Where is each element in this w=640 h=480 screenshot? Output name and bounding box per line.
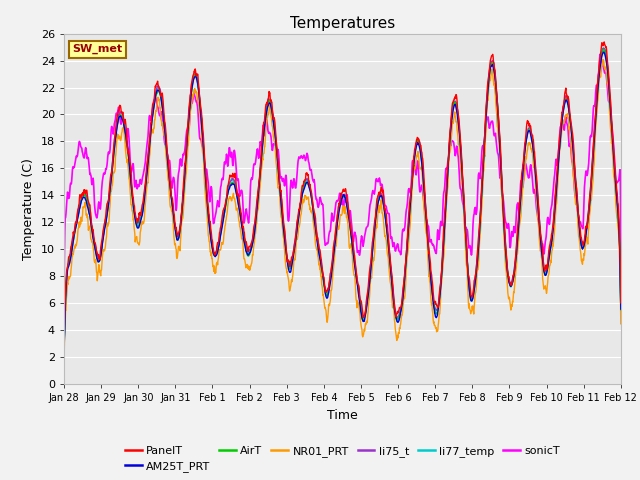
Y-axis label: Temperature (C): Temperature (C): [22, 158, 35, 260]
Legend: PanelT, AM25T_PRT, AirT, NR01_PRT, li75_t, li77_temp, sonicT: PanelT, AM25T_PRT, AirT, NR01_PRT, li75_…: [120, 441, 564, 477]
Text: SW_met: SW_met: [72, 44, 122, 54]
Title: Temperatures: Temperatures: [290, 16, 395, 31]
X-axis label: Time: Time: [327, 408, 358, 421]
